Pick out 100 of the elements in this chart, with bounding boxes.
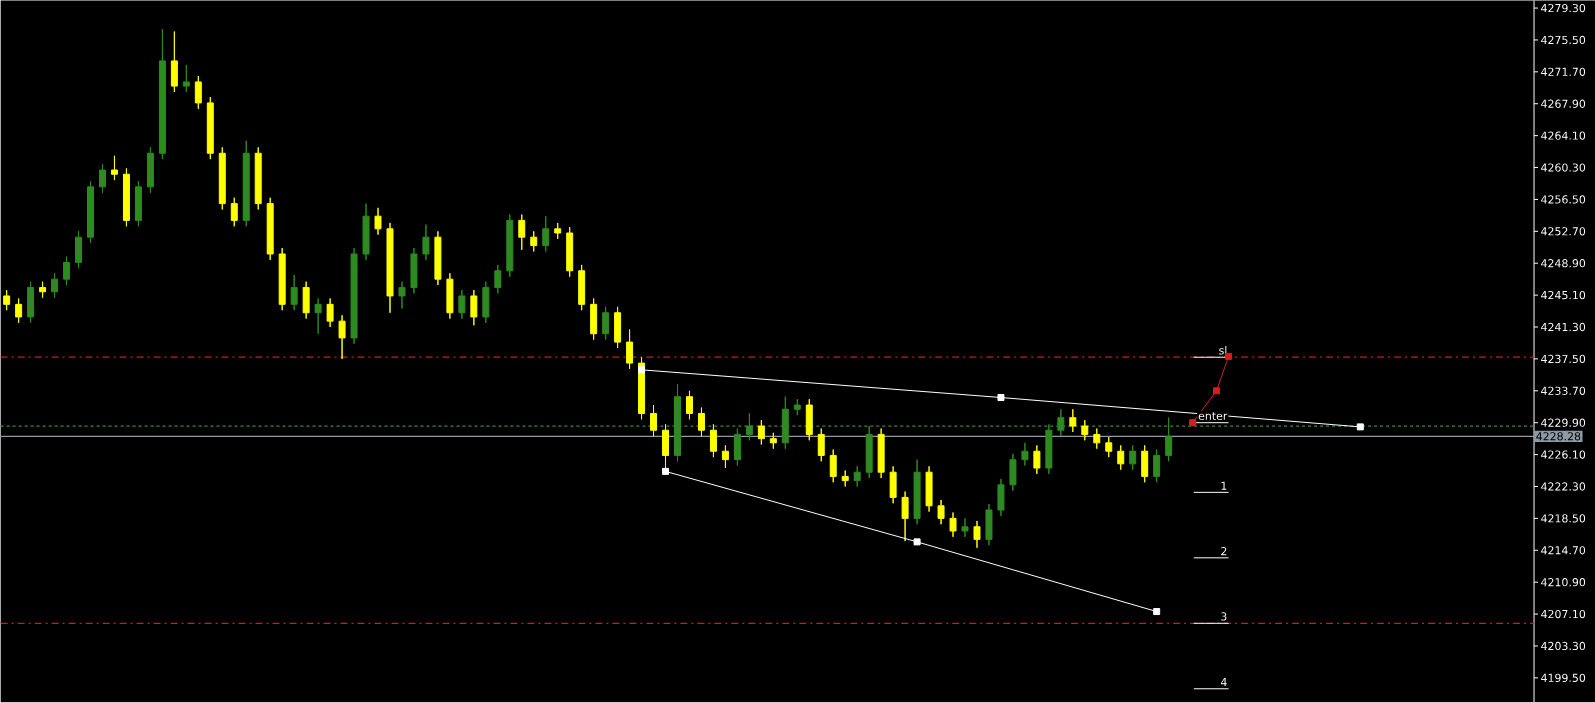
candlestick (302, 281, 310, 320)
candlestick (901, 491, 909, 542)
candlestick (614, 306, 622, 349)
candlestick (254, 147, 262, 211)
candlestick (230, 197, 238, 227)
point (1153, 608, 1161, 616)
y-tick-label: 4267.90 (1541, 99, 1586, 109)
candlestick (566, 226, 574, 278)
candlestick (590, 298, 598, 341)
candlestick (1021, 442, 1029, 467)
annotation: 4 (1220, 678, 1227, 687)
candlestick (1129, 445, 1137, 471)
candlestick (350, 247, 358, 345)
candlestick (997, 478, 1005, 517)
y-tick-label: 4252.70 (1541, 227, 1586, 236)
candlestick (961, 518, 969, 538)
candlestick (793, 398, 801, 416)
candlestick (554, 222, 562, 240)
candlestick (326, 298, 334, 328)
y-tick-label: 4275.50 (1541, 35, 1586, 45)
candlestick (829, 449, 837, 483)
candlestick (674, 383, 681, 462)
candlestick (338, 314, 346, 360)
candlestick (266, 197, 274, 261)
y-tick-label: 4222.30 (1541, 482, 1586, 491)
point (662, 468, 670, 476)
candlestick (685, 390, 693, 420)
candlestick (51, 272, 59, 299)
candlestick (1093, 428, 1101, 450)
candlestick (518, 214, 526, 251)
ref-line-label: 4228.28 (1536, 432, 1581, 441)
candlestick (494, 264, 502, 295)
candlestick (482, 281, 490, 324)
y-tick-label: 4214.70 (1541, 546, 1586, 555)
y-tick-label: 4279.30 (1541, 4, 1586, 13)
annotation: 1 (1221, 481, 1227, 490)
candlestick (1141, 445, 1149, 483)
candlestick (15, 298, 23, 324)
candlestick (889, 465, 897, 504)
candlestick (3, 289, 11, 311)
candlestick (542, 215, 550, 253)
candlestick (973, 520, 981, 549)
point (913, 538, 921, 546)
candlestick (841, 470, 849, 488)
candlestick (242, 140, 250, 227)
candlestick (925, 465, 933, 513)
candlestick (578, 264, 586, 311)
candlestick (733, 428, 741, 467)
y-tick-label: 4260.30 (1541, 163, 1586, 172)
candlestick (805, 398, 813, 441)
y-tick-label: 4245.10 (1541, 291, 1586, 300)
candlestick (218, 147, 226, 211)
candlestick (913, 459, 921, 525)
candlestick (290, 274, 298, 311)
candlestick (769, 432, 777, 450)
candlestick (949, 512, 957, 538)
y-tick-label: 4241.30 (1541, 323, 1586, 332)
candlestick (206, 96, 214, 160)
candlestick (122, 168, 130, 227)
candlestick (650, 404, 658, 437)
y-tick-label: 4199.50 (1541, 673, 1586, 683)
y-tick-label: 4256.50 (1541, 195, 1586, 204)
candlestick (98, 163, 106, 194)
point (1356, 423, 1364, 431)
candlestick (985, 503, 993, 546)
candlestick (626, 329, 634, 370)
candlestick (530, 230, 538, 253)
candlestick (146, 147, 154, 194)
y-tick-label: 4203.30 (1541, 641, 1586, 651)
y-tick-label: 4229.90 (1541, 418, 1586, 427)
annotation: 2 (1221, 547, 1227, 556)
y-tick-label: 4264.10 (1541, 131, 1586, 140)
candlestick (410, 247, 418, 295)
candlestick (697, 407, 705, 437)
candlestick (374, 207, 382, 236)
y-tick-label: 4218.50 (1541, 514, 1586, 523)
point (997, 394, 1005, 402)
candlestick (27, 281, 35, 324)
candlestick (434, 230, 442, 286)
candlestick (87, 180, 94, 244)
annotation: 3 (1221, 612, 1227, 621)
point (638, 366, 646, 374)
candlestick (158, 28, 166, 160)
candlestick (853, 465, 861, 488)
candlestick (865, 425, 873, 479)
candlestick (39, 281, 47, 299)
candlestick (757, 419, 765, 446)
point (1189, 419, 1197, 427)
y-tick-label: 4237.50 (1541, 354, 1586, 364)
candlestick (1009, 453, 1017, 492)
candlestick (458, 289, 466, 320)
candlestick (110, 155, 118, 181)
candlestick (877, 428, 885, 479)
candlestick (386, 222, 394, 314)
candlestick (781, 396, 789, 450)
candlestick (398, 281, 406, 310)
y-tick-label: 4207.10 (1541, 610, 1586, 619)
y-tick-label: 4271.70 (1541, 67, 1586, 77)
annotation: enter (1198, 412, 1228, 421)
y-tick-label: 4248.90 (1541, 259, 1586, 268)
